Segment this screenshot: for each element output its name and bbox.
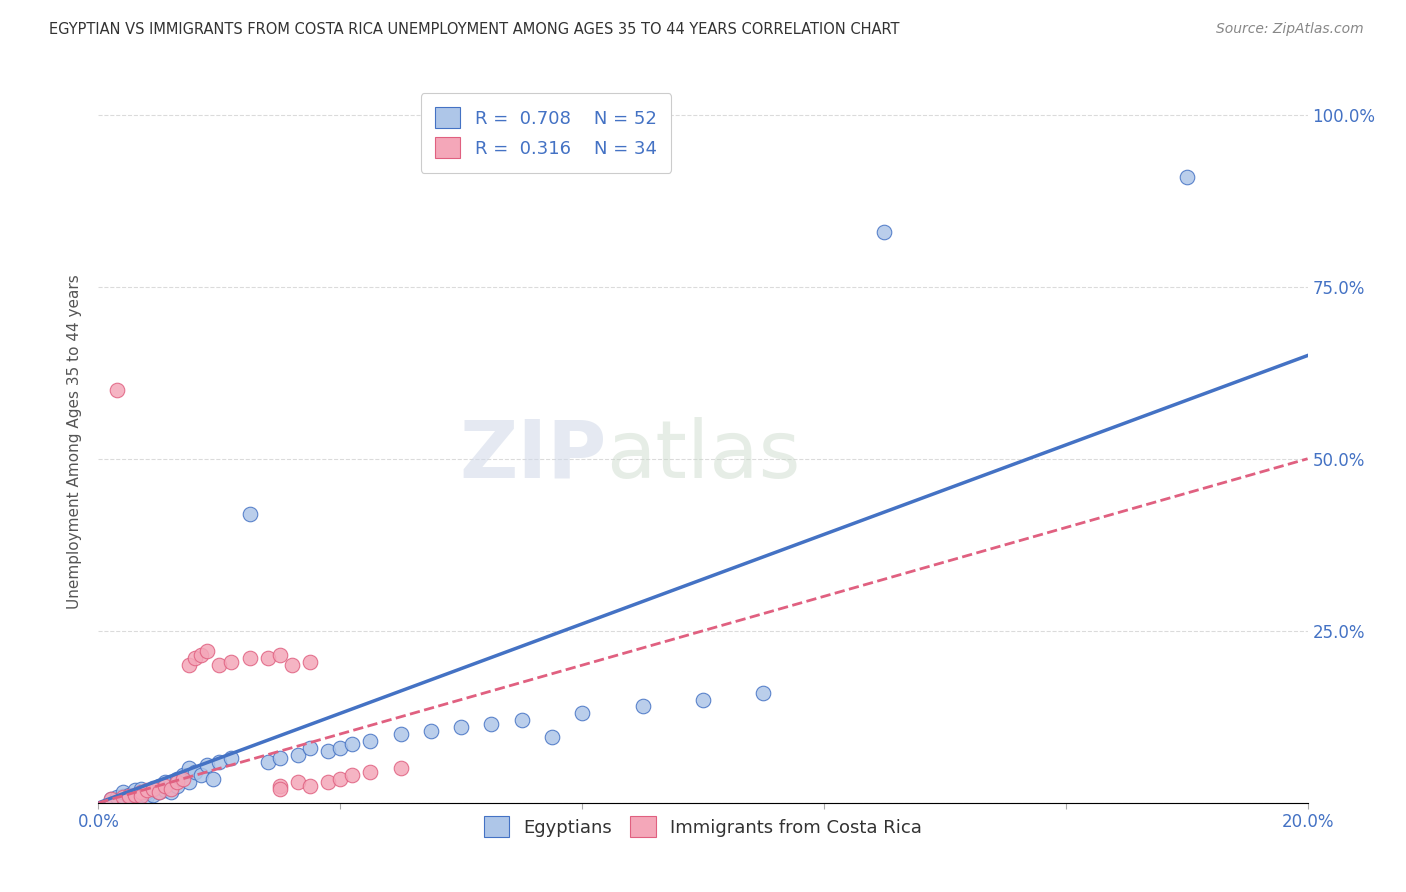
Point — [256, 755, 278, 769]
Point — [148, 785, 170, 799]
Point — [148, 779, 170, 793]
Point — [100, 792, 122, 806]
Text: EGYPTIAN VS IMMIGRANTS FROM COSTA RICA UNEMPLOYMENT AMONG AGES 35 TO 44 YEARS CO: EGYPTIAN VS IMMIGRANTS FROM COSTA RICA U… — [49, 22, 900, 37]
Point — [202, 772, 225, 786]
Point — [190, 768, 212, 782]
Point — [124, 788, 146, 802]
Point — [190, 648, 212, 662]
Text: Source: ZipAtlas.com: Source: ZipAtlas.com — [1216, 22, 1364, 37]
Point — [129, 788, 152, 802]
Point — [195, 644, 218, 658]
Point — [160, 782, 183, 797]
Point — [239, 651, 262, 665]
Point — [329, 740, 352, 755]
Point — [184, 764, 207, 779]
Point — [571, 706, 593, 721]
Point — [135, 789, 157, 803]
Point — [166, 772, 188, 786]
Point — [111, 785, 134, 799]
Point — [148, 785, 170, 799]
Point — [111, 789, 134, 803]
Point — [540, 731, 562, 745]
Point — [135, 785, 157, 799]
Point — [692, 692, 714, 706]
Point — [389, 727, 412, 741]
Point — [105, 790, 128, 805]
Point — [118, 790, 141, 805]
Text: atlas: atlas — [606, 417, 800, 495]
Point — [389, 761, 412, 775]
Point — [179, 775, 201, 789]
Point — [256, 651, 278, 665]
Point — [420, 723, 443, 738]
Point — [281, 658, 304, 673]
Point — [129, 782, 152, 797]
Point — [221, 655, 243, 669]
Point — [124, 783, 146, 797]
Point — [166, 775, 188, 789]
Point — [179, 658, 201, 673]
Point — [752, 686, 775, 700]
Point — [184, 651, 207, 665]
Point — [208, 755, 231, 769]
Point — [105, 383, 128, 397]
Point — [172, 772, 194, 786]
Point — [287, 775, 309, 789]
Point — [631, 699, 654, 714]
Point — [221, 751, 243, 765]
Point — [153, 775, 176, 789]
Point — [239, 507, 262, 521]
Point — [172, 768, 194, 782]
Point — [269, 648, 291, 662]
Point — [100, 792, 122, 806]
Point — [118, 788, 141, 802]
Point — [299, 779, 322, 793]
Point — [299, 740, 322, 755]
Point — [142, 788, 165, 802]
Point — [450, 720, 472, 734]
Point — [111, 790, 134, 805]
Legend: Egyptians, Immigrants from Costa Rica: Egyptians, Immigrants from Costa Rica — [477, 809, 929, 845]
Point — [342, 737, 364, 751]
Point — [342, 768, 364, 782]
Point — [269, 751, 291, 765]
Point — [269, 782, 291, 797]
Point — [481, 716, 503, 731]
Point — [135, 783, 157, 797]
Text: ZIP: ZIP — [458, 417, 606, 495]
Point — [160, 785, 183, 799]
Point — [195, 758, 218, 772]
Point — [510, 713, 533, 727]
Point — [124, 789, 146, 803]
Point — [1175, 169, 1198, 184]
Point — [142, 782, 165, 797]
Point — [360, 734, 382, 748]
Point — [316, 775, 339, 789]
Point — [360, 764, 382, 779]
Point — [299, 655, 322, 669]
Point — [142, 780, 165, 795]
Point — [160, 782, 183, 797]
Point — [269, 779, 291, 793]
Point — [873, 225, 896, 239]
Point — [329, 772, 352, 786]
Point — [129, 785, 152, 799]
Point — [153, 779, 176, 793]
Point — [118, 789, 141, 803]
Y-axis label: Unemployment Among Ages 35 to 44 years: Unemployment Among Ages 35 to 44 years — [67, 274, 83, 609]
Point — [287, 747, 309, 762]
Point — [316, 744, 339, 758]
Point — [166, 779, 188, 793]
Point — [153, 783, 176, 797]
Point — [208, 658, 231, 673]
Point — [129, 789, 152, 803]
Point — [179, 761, 201, 775]
